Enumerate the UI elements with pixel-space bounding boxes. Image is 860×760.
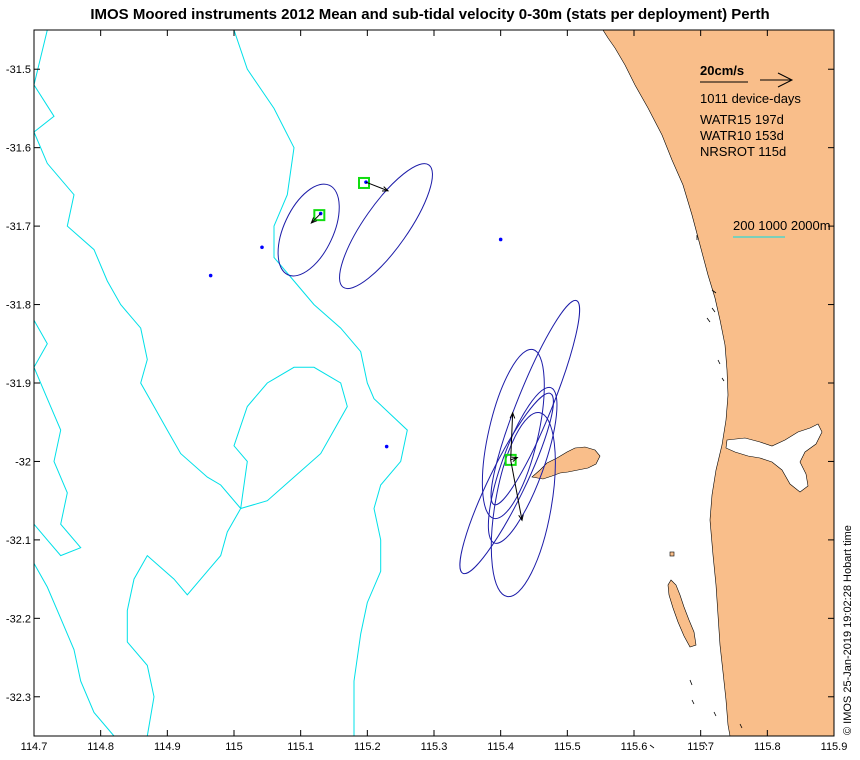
scale-label: 20cm/s [700, 63, 744, 78]
garden-island [667, 579, 697, 648]
velocity-vector-3 [509, 411, 516, 460]
deployment-1: WATR15 197d [700, 112, 784, 127]
variance-ellipse-1 [339, 163, 433, 290]
scale-arrow [760, 72, 794, 88]
deployment-3: NRSROT 115d [700, 144, 786, 159]
x-tick-label-115.1: 115.1 [287, 741, 314, 753]
copyright-note: © IMOS 25-Jan-2019 19:02:28 Hobart time [842, 525, 854, 735]
y-tick-label--32.1: -32.1 [6, 535, 31, 547]
y-tick-label--31.7: -31.7 [6, 221, 31, 233]
device-days: 1011 device-days [700, 91, 801, 106]
deployment-2: WATR10 153d [700, 128, 784, 143]
x-tick-label-114.8: 114.8 [87, 741, 114, 753]
y-tick-label--31.5: -31.5 [6, 64, 31, 76]
isobath-layer [33, 29, 408, 737]
station-dot-1 [208, 273, 213, 278]
y-tick-label--32.3: -32.3 [6, 692, 31, 704]
station-dot-2 [260, 245, 264, 250]
small-islet [669, 551, 675, 557]
rottnest-island [531, 446, 601, 480]
ellipse-layer [277, 163, 581, 598]
chart-title: IMOS Moored instruments 2012 Mean and su… [90, 6, 770, 23]
isobath-200m [33, 29, 348, 737]
x-tick-label-115.6: 115.6 [621, 741, 648, 753]
x-tick-label-115.2: 115.2 [354, 741, 381, 753]
y-tick-label--32: -32 [15, 456, 31, 468]
y-tick-label--31.6: -31.6 [6, 143, 31, 155]
isobath-label: 200 1000 2000m [733, 218, 831, 233]
isobath-2000m [33, 563, 115, 737]
variance-ellipse-5 [459, 392, 554, 575]
velocity-vector-4 [510, 459, 524, 522]
swan-river [725, 423, 823, 493]
x-tick-label-115.7: 115.7 [687, 741, 714, 753]
x-tick-label-115: 115 [225, 741, 243, 753]
variance-ellipse-2 [277, 183, 340, 277]
velocity-vector-5 [510, 456, 519, 462]
mooring-marker-WATR10 [313, 209, 326, 222]
variance-ellipse-6 [490, 412, 556, 598]
x-tick-label-114.7: 114.7 [21, 741, 48, 753]
x-tick-label-114.9: 114.9 [154, 741, 181, 753]
velocity-vector-2 [310, 213, 322, 224]
mainland [602, 29, 835, 737]
y-tick-label--31.9: -31.9 [6, 378, 31, 390]
velocity-vector-1 [365, 181, 390, 192]
isobath-1000m [33, 319, 82, 557]
coastal-rocks [649, 235, 743, 749]
x-tick-label-115.9: 115.9 [821, 741, 848, 753]
vector-layer [310, 181, 524, 522]
x-axis: 114.7 114.8 114.9 115 115.1 115.2 115.3 115.4 11… [21, 30, 848, 753]
x-tick-label-115.4: 115.4 [487, 741, 514, 753]
land-layer [531, 29, 835, 749]
variance-ellipse-7 [487, 386, 558, 544]
variance-ellipse-3 [490, 299, 581, 506]
x-tick-label-115.5: 115.5 [554, 741, 581, 753]
station-dot-3 [498, 237, 503, 242]
x-tick-label-115.8: 115.8 [754, 741, 781, 753]
station-layer [208, 180, 503, 449]
velocity-legend: 20cm/s 1011 device-days WATR15 197d WATR… [700, 63, 831, 238]
y-tick-label--32.2: -32.2 [6, 613, 31, 625]
station-dot-4 [384, 444, 389, 449]
variance-ellipse-4 [481, 348, 545, 520]
y-axis: -31.5 -31.6 -31.7 -31.8 -31.9 -32 -32.1 -32.2 -3… [6, 64, 834, 704]
y-tick-label--31.8: -31.8 [6, 300, 31, 312]
x-tick-label-115.3: 115.3 [421, 741, 448, 753]
isobath-shelf [233, 29, 408, 736]
